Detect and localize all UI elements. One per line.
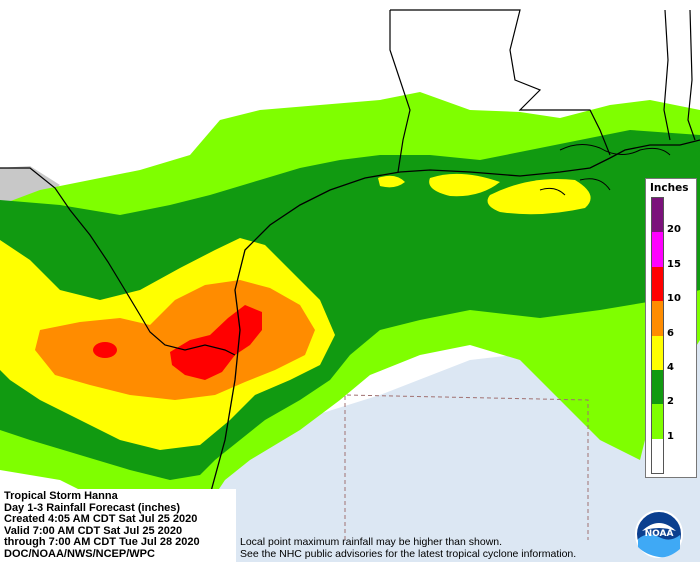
disclaimer-line-1: Local point maximum rainfall may be high… [240,536,503,548]
legend-tick-label: 20 [667,224,681,236]
rain-zone-10in-west [93,342,117,358]
legend-tick-label: 4 [667,361,674,373]
legend-swatch [652,335,663,370]
rain-zone-4in-east-1 [429,173,500,197]
valid-end: through 7:00 AM CDT Tue Jul 28 2020 [4,536,200,549]
legend-title: Inches [650,182,689,194]
legend-color-bar [651,197,664,474]
legend-swatch [652,198,663,233]
noaa-logo: NOAA [635,510,683,558]
legend-swatch [652,438,663,473]
louisiana-marsh [539,144,671,196]
rain-zone-4in-east-2 [487,179,591,215]
legend-swatch [652,404,663,439]
border-mexico-texas [0,167,236,356]
legend-swatch [652,266,663,302]
forecast-info-box: Tropical Storm Hanna Day 1-3 Rainfall Fo… [0,489,236,562]
legend-swatch [652,369,663,405]
valid-start: Valid 7:00 AM CDT Sat Jul 25 2020 [4,524,183,537]
agency-credit: DOC/NOAA/NWS/NCEP/WPC [4,547,155,560]
legend-swatch [652,232,663,267]
legend-tick-label: 15 [667,258,681,270]
border-texas-louisiana [389,10,411,173]
legend-swatch [652,301,663,336]
border-alabama [687,9,696,141]
legend-tick-label: 6 [667,327,674,339]
storm-name: Tropical Storm Hanna [4,490,118,502]
legend-tick-label: 1 [667,430,674,442]
legend-tick-label: 2 [667,396,674,408]
marine-zone-boundary [344,394,589,540]
border-arkansas-louisiana [390,9,611,156]
disclaimer: Local point maximum rainfall may be high… [240,536,620,560]
forecast-type: Day 1-3 Rainfall Forecast (inches) [4,501,181,514]
border-mississippi [663,9,671,141]
created-time: Created 4:05 AM CDT Sat Jul 25 2020 [4,513,198,526]
rainfall-legend: Inches 20 15 10 6 4 2 1 [645,178,697,478]
disclaimer-line-2: See the NHC public advisories for the la… [240,547,577,560]
legend-tick-label: 10 [667,293,681,305]
noaa-logo-text: NOAA [645,529,674,539]
rain-zone-4in-east-3 [378,175,405,188]
